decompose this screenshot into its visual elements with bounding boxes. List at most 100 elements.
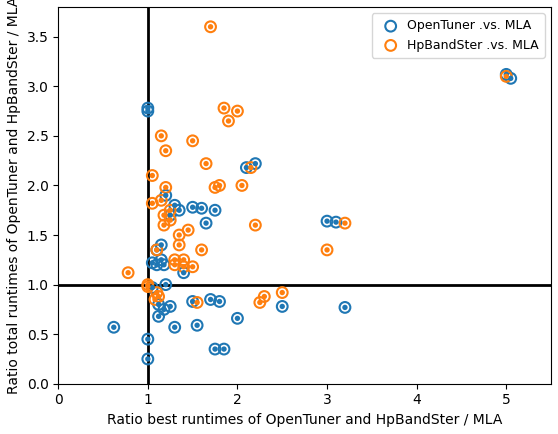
Point bbox=[160, 261, 169, 268]
OpenTuner .vs. MLA bbox=[251, 160, 260, 167]
HpBandSter .vs. MLA bbox=[233, 108, 242, 115]
Point bbox=[210, 184, 219, 191]
OpenTuner .vs. MLA bbox=[193, 322, 201, 329]
OpenTuner .vs. MLA bbox=[152, 261, 161, 268]
HpBandSter .vs. MLA bbox=[224, 118, 233, 125]
Point bbox=[193, 299, 201, 306]
HpBandSter .vs. MLA bbox=[179, 256, 188, 263]
Point bbox=[210, 345, 219, 352]
HpBandSter .vs. MLA bbox=[193, 299, 201, 306]
HpBandSter .vs. MLA bbox=[278, 289, 287, 296]
HpBandSter .vs. MLA bbox=[201, 160, 210, 167]
Point bbox=[151, 296, 160, 303]
Point bbox=[166, 212, 175, 219]
OpenTuner .vs. MLA bbox=[154, 313, 163, 320]
Point bbox=[160, 222, 169, 229]
Point bbox=[143, 335, 152, 342]
Point bbox=[157, 132, 166, 139]
HpBandSter .vs. MLA bbox=[151, 296, 160, 303]
OpenTuner .vs. MLA bbox=[148, 284, 157, 291]
OpenTuner .vs. MLA bbox=[242, 164, 251, 171]
Point bbox=[152, 247, 161, 253]
Point bbox=[154, 293, 163, 300]
OpenTuner .vs. MLA bbox=[278, 303, 287, 310]
Point bbox=[157, 256, 166, 263]
Point bbox=[251, 160, 260, 167]
Point bbox=[157, 241, 166, 248]
Point bbox=[215, 298, 224, 305]
Point bbox=[206, 296, 215, 303]
Point bbox=[161, 147, 170, 154]
Point bbox=[148, 260, 157, 266]
HpBandSter .vs. MLA bbox=[175, 241, 184, 248]
Point bbox=[197, 205, 206, 212]
Point bbox=[152, 289, 161, 296]
OpenTuner .vs. MLA bbox=[148, 260, 157, 266]
HpBandSter .vs. MLA bbox=[323, 247, 331, 253]
OpenTuner .vs. MLA bbox=[109, 324, 118, 331]
Point bbox=[251, 222, 260, 229]
Point bbox=[233, 108, 242, 115]
HpBandSter .vs. MLA bbox=[161, 147, 170, 154]
Point bbox=[175, 241, 184, 248]
OpenTuner .vs. MLA bbox=[161, 192, 170, 199]
Point bbox=[170, 324, 179, 331]
Point bbox=[197, 247, 206, 253]
Point bbox=[323, 218, 331, 225]
HpBandSter .vs. MLA bbox=[160, 222, 169, 229]
Point bbox=[154, 301, 163, 308]
HpBandSter .vs. MLA bbox=[175, 232, 184, 239]
Point bbox=[340, 304, 349, 311]
Point bbox=[188, 204, 197, 211]
Point bbox=[157, 197, 166, 204]
Point bbox=[170, 256, 179, 263]
OpenTuner .vs. MLA bbox=[210, 207, 219, 214]
Legend: OpenTuner .vs. MLA, HpBandSter .vs. MLA: OpenTuner .vs. MLA, HpBandSter .vs. MLA bbox=[372, 13, 545, 58]
Point bbox=[219, 345, 228, 352]
Point bbox=[201, 160, 210, 167]
OpenTuner .vs. MLA bbox=[154, 301, 163, 308]
HpBandSter .vs. MLA bbox=[170, 256, 179, 263]
OpenTuner .vs. MLA bbox=[143, 335, 152, 342]
Point bbox=[166, 303, 175, 310]
Point bbox=[170, 261, 179, 268]
Point bbox=[247, 164, 256, 171]
Point bbox=[331, 219, 340, 226]
OpenTuner .vs. MLA bbox=[143, 105, 152, 112]
OpenTuner .vs. MLA bbox=[170, 202, 179, 209]
Point bbox=[210, 207, 219, 214]
Point bbox=[152, 261, 161, 268]
HpBandSter .vs. MLA bbox=[247, 164, 256, 171]
HpBandSter .vs. MLA bbox=[148, 200, 157, 207]
OpenTuner .vs. MLA bbox=[331, 219, 340, 226]
HpBandSter .vs. MLA bbox=[143, 283, 152, 290]
OpenTuner .vs. MLA bbox=[170, 324, 179, 331]
HpBandSter .vs. MLA bbox=[188, 263, 197, 270]
Point bbox=[143, 355, 152, 362]
Point bbox=[175, 207, 184, 214]
OpenTuner .vs. MLA bbox=[506, 75, 515, 82]
OpenTuner .vs. MLA bbox=[161, 281, 170, 288]
Point bbox=[224, 118, 233, 125]
Point bbox=[154, 313, 163, 320]
Point bbox=[278, 303, 287, 310]
Point bbox=[161, 281, 170, 288]
Point bbox=[160, 306, 169, 313]
X-axis label: Ratio best runtimes of OpenTuner and HpBandSter / MLA: Ratio best runtimes of OpenTuner and HpB… bbox=[107, 413, 502, 427]
Point bbox=[184, 227, 193, 233]
HpBandSter .vs. MLA bbox=[215, 182, 224, 189]
Point bbox=[506, 75, 515, 82]
Point bbox=[278, 289, 287, 296]
Point bbox=[233, 315, 242, 322]
HpBandSter .vs. MLA bbox=[260, 293, 269, 300]
HpBandSter .vs. MLA bbox=[157, 197, 166, 204]
OpenTuner .vs. MLA bbox=[179, 269, 188, 276]
HpBandSter .vs. MLA bbox=[161, 184, 170, 191]
Point bbox=[219, 105, 228, 112]
HpBandSter .vs. MLA bbox=[154, 293, 163, 300]
Point bbox=[502, 73, 511, 80]
Point bbox=[201, 220, 210, 227]
Point bbox=[215, 182, 224, 189]
HpBandSter .vs. MLA bbox=[502, 73, 511, 80]
Point bbox=[148, 200, 157, 207]
